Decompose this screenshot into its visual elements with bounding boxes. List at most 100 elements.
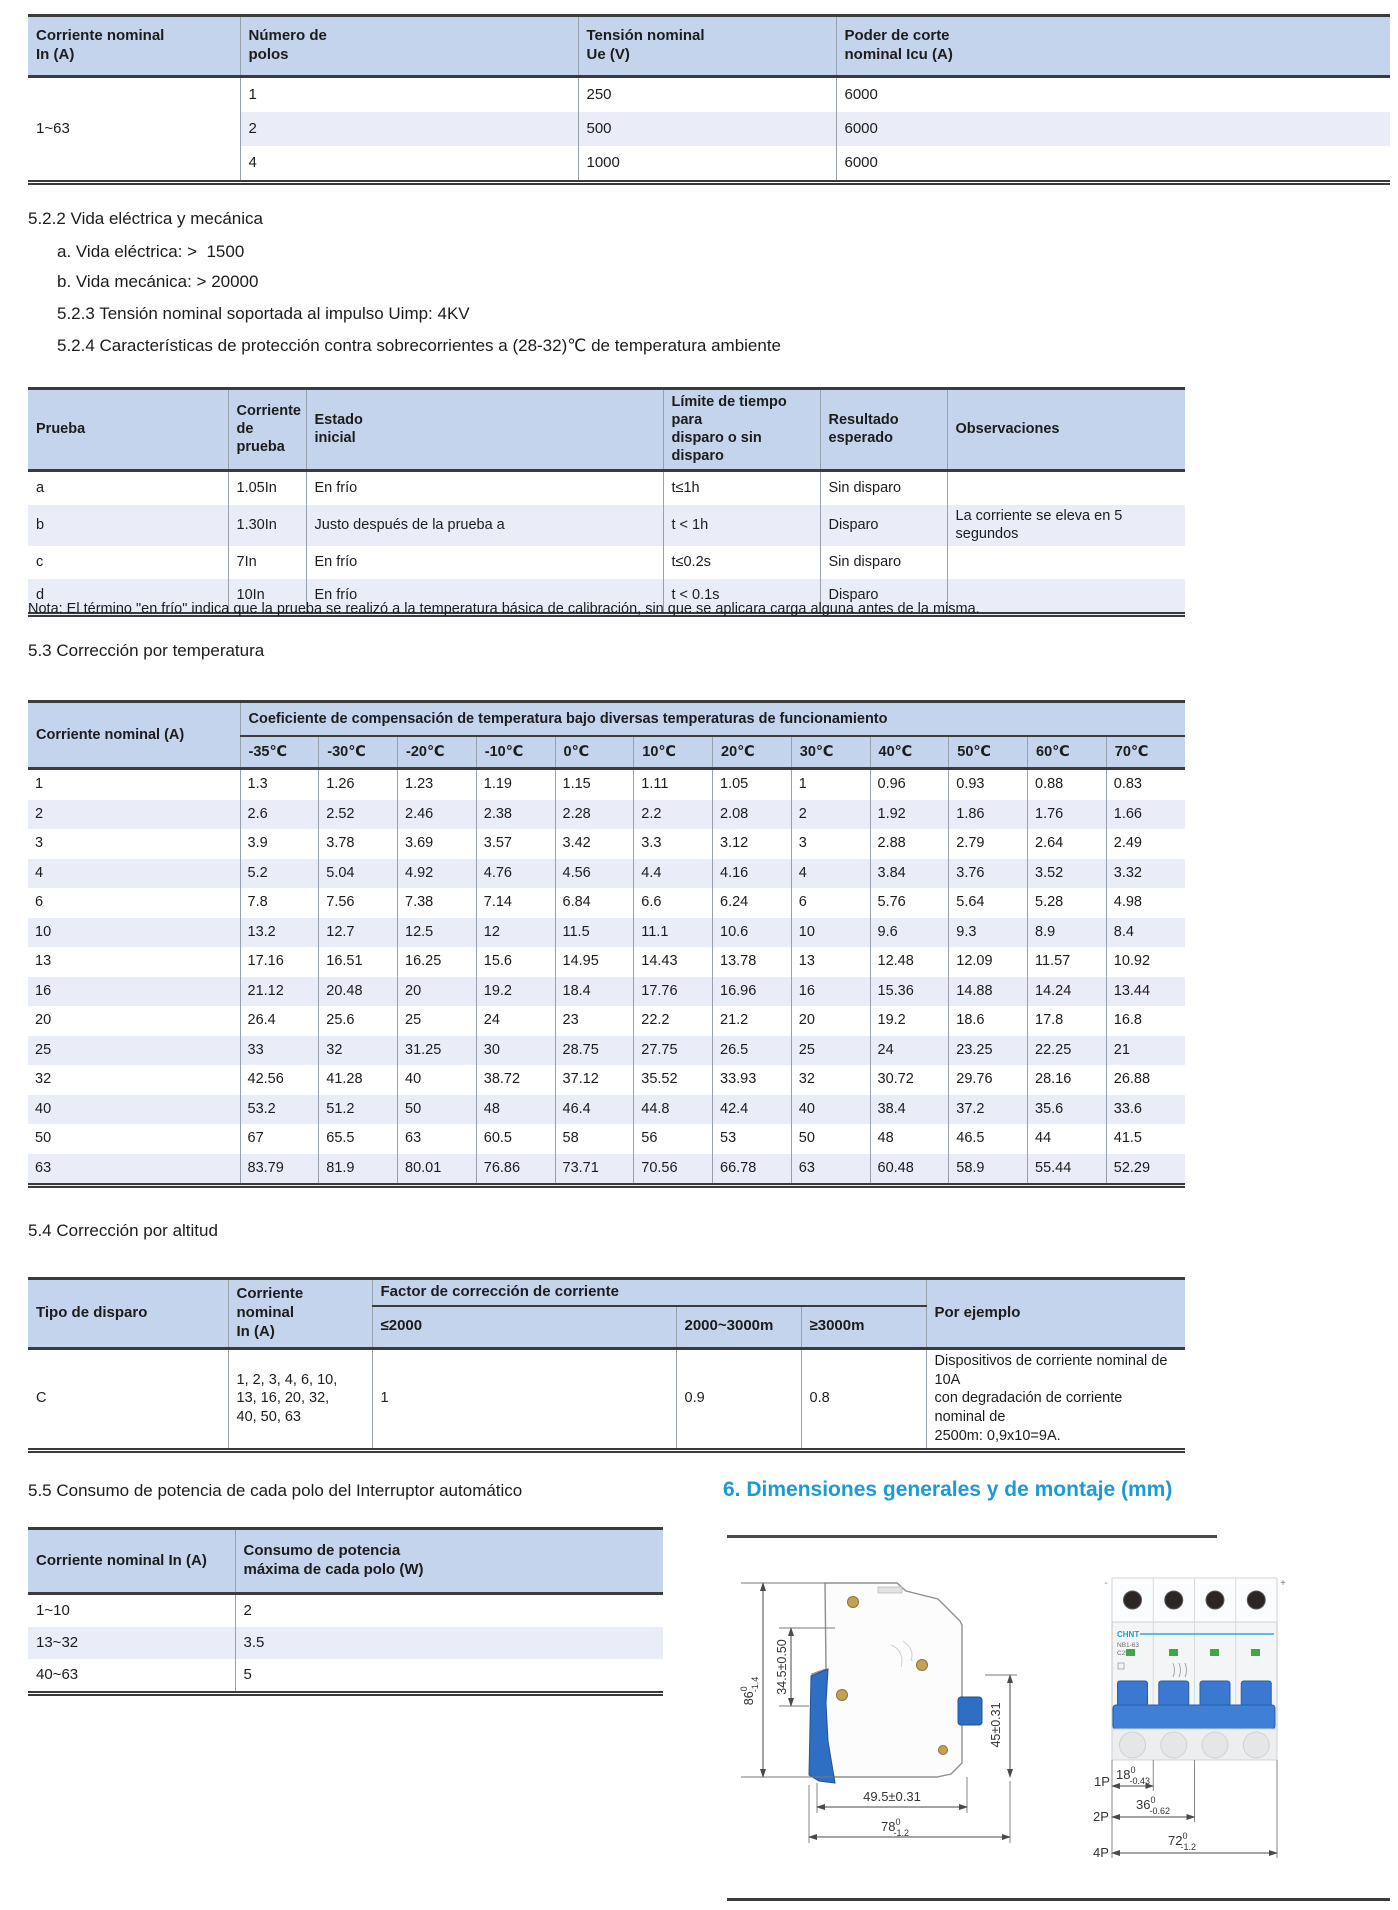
coefficient-cell: 17.16 [239, 947, 319, 977]
temp-col-header: -35℃ [239, 736, 319, 769]
vent-slot [877, 1586, 903, 1594]
coefficient-cell: 46.4 [554, 1094, 634, 1124]
coefficient-cell: 44 [1027, 1124, 1107, 1154]
table-row: C 1, 2, 3, 4, 6, 10, 13, 16, 20, 32, 40,… [28, 1348, 1185, 1451]
coefficient-cell: 14.24 [1027, 976, 1107, 1006]
coefficient-cell: 7.56 [318, 888, 398, 918]
coefficient-cell: 53.2 [239, 1094, 319, 1124]
breaking-cell: 6000 [835, 76, 1390, 112]
test-obs [946, 579, 1185, 615]
altitude-table-wrap: Tipo de disparo Corriente nominal In (A)… [28, 1277, 1185, 1453]
coefficient-cell: 3.78 [318, 829, 398, 859]
coefficient-cell: 1.11 [633, 768, 713, 800]
temp-span-header: Coeficiente de compensación de temperatu… [239, 701, 1185, 737]
voltage-cell: 1000 [577, 146, 836, 183]
coefficient-cell: 3.69 [397, 829, 477, 859]
coefficient-cell: 76.86 [475, 1153, 555, 1186]
coefficient-cell: 1.66 [1105, 799, 1185, 829]
coefficient-cell: 65.5 [318, 1124, 398, 1154]
toggle-handle [1240, 1680, 1272, 1709]
coefficient-cell: 56 [633, 1124, 713, 1154]
coefficient-cell: 4.4 [633, 858, 713, 888]
coefficient-cell: 33.93 [712, 1065, 792, 1095]
coefficient-cell: 4 [790, 858, 870, 888]
test-current: 7In [227, 546, 306, 580]
coefficient-cell: 6.6 [633, 888, 713, 918]
coefficient-cell: 38.72 [475, 1065, 555, 1095]
screw-icon [938, 1745, 948, 1755]
coefficient-cell: 58.9 [948, 1153, 1028, 1186]
coefficient-cell: 7.38 [397, 888, 477, 918]
temp-table-wrap: Corriente nominal (A) Coeficiente de com… [28, 700, 1185, 1188]
test-current: 1.30In [227, 504, 306, 547]
coefficient-cell: 10.6 [712, 917, 792, 947]
coefficient-cell: 21.12 [239, 976, 319, 1006]
test-table-wrap: Prueba Corriente de prueba Estado inicia… [28, 387, 1185, 618]
table-row: 25 33 32 31.25 30 28.75 27.75 26.5 25 24 23.25 22.2… [28, 1035, 1185, 1065]
status-indicator [1210, 1649, 1219, 1656]
dim-front-label: 45±0.31 [989, 1702, 1003, 1747]
current-cell: 50 [35, 1130, 52, 1147]
ratings-header-breaking: Poder de corte nominal Icu (A) [835, 15, 1390, 77]
coefficient-cell: 12.09 [948, 947, 1028, 977]
test-result: Sin disparo [819, 470, 947, 505]
voltage-cell: 500 [577, 112, 836, 146]
test-result: Sin disparo [819, 546, 947, 580]
temp-col-header-row: -35℃ -30℃ -20℃ -10℃ 0℃ 10℃ 20℃ 30℃ 40℃ 50℃ 60℃ 70℃ [28, 736, 1185, 769]
coefficient-cell: 1 [790, 768, 870, 800]
front-view-drawing: - + CHNT NB1-63 C25A 1P 180 -0.4 [1093, 1577, 1286, 1860]
coefficient-cell: 6 [790, 888, 870, 918]
table-row: 4 5.2 5.04 4.92 4.76 4.56 4.4 4.16 4 3.84 3.76 3.52… [28, 858, 1185, 888]
coefficient-cell: 0.88 [1027, 768, 1107, 800]
power-header-consumption: Consumo de potencia máxima de cada polo … [234, 1528, 663, 1594]
knockout-cover [1119, 1731, 1146, 1759]
ratings-header-row: Corriente nominal In (A) Número de polos… [28, 15, 1390, 77]
coefficient-cell: 25.6 [318, 1006, 398, 1036]
coefficient-cell: 41.28 [318, 1065, 398, 1095]
temp-col-header: 10℃ [633, 736, 713, 769]
coefficient-cell: 22.25 [1027, 1035, 1107, 1065]
factor-cell: 1 [371, 1348, 676, 1451]
mechanical-life-line: b. Vida mecánica: > 20000 [57, 272, 259, 291]
coefficient-cell: 52.29 [1105, 1153, 1185, 1186]
alt-2000-3000-header: 2000~3000m [675, 1305, 801, 1349]
test-result: Disparo [819, 504, 947, 547]
screw-icon [916, 1659, 928, 1671]
coefficient-cell: 0.93 [948, 768, 1028, 800]
coefficient-cell: 63 [397, 1124, 477, 1154]
coefficient-cell: 1.15 [554, 768, 634, 800]
temp-col-header: -20℃ [397, 736, 477, 769]
coefficient-cell: 7.14 [475, 888, 555, 918]
ratings-header-poles: Número de polos [239, 15, 578, 77]
current-cell: 32 [35, 1071, 52, 1088]
breaking-cell: 6000 [835, 112, 1390, 146]
temp-col-header: 70℃ [1105, 736, 1185, 769]
coefficient-cell: 48 [869, 1124, 949, 1154]
power-table-wrap: Corriente nominal In (A) Consumo de pote… [28, 1527, 663, 1696]
coefficient-cell: 3.84 [869, 858, 949, 888]
table-row: d 10In En frío t < 0.1s Disparo [28, 579, 1185, 615]
section-53-title: 5.3 Corrección por temperatura [28, 641, 265, 660]
test-limit: t≤0.2s [662, 546, 820, 580]
coefficient-cell: 32 [318, 1035, 398, 1065]
dim-1p-label: 180 -0.43 [1116, 1765, 1150, 1786]
coefficient-cell: 30 [475, 1035, 555, 1065]
coefficient-cell: 31.25 [397, 1035, 477, 1065]
coefficient-cell: 17.8 [1027, 1006, 1107, 1036]
terminal-screw-icon [1123, 1590, 1142, 1610]
test-limit: t < 0.1s [662, 579, 820, 615]
pole-label-1p: 1P [1094, 1774, 1110, 1789]
coefficient-cell: 14.88 [948, 976, 1028, 1006]
power-table: Corriente nominal In (A) Consumo de pote… [28, 1527, 663, 1696]
test-result: Disparo [819, 579, 947, 615]
coefficient-cell: 9.3 [948, 917, 1028, 947]
coefficient-cell: 37.12 [554, 1065, 634, 1095]
cert-mark [1117, 1662, 1125, 1670]
table-row: 13~32 3.5 [28, 1627, 663, 1659]
coefficient-cell: 81.9 [318, 1153, 398, 1186]
power-cell: 5 [234, 1659, 663, 1694]
coefficient-cell: 25 [790, 1035, 870, 1065]
coefficient-cell: 12.48 [869, 947, 949, 977]
coefficient-cell: 19.2 [869, 1006, 949, 1036]
